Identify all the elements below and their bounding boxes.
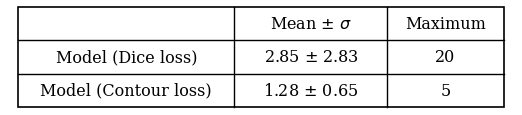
Text: Model (Dice loss): Model (Dice loss) xyxy=(55,49,197,66)
Text: Maximum: Maximum xyxy=(405,16,486,33)
Text: 2.85 $\pm$ 2.83: 2.85 $\pm$ 2.83 xyxy=(264,49,358,66)
Text: Mean $\pm$ $\sigma$: Mean $\pm$ $\sigma$ xyxy=(270,16,352,33)
Text: 1.28 $\pm$ 0.65: 1.28 $\pm$ 0.65 xyxy=(263,82,359,99)
Text: 20: 20 xyxy=(435,49,456,66)
Text: Model (Contour loss): Model (Contour loss) xyxy=(41,82,212,99)
Text: 5: 5 xyxy=(441,82,450,99)
Bar xyxy=(18,8,504,107)
